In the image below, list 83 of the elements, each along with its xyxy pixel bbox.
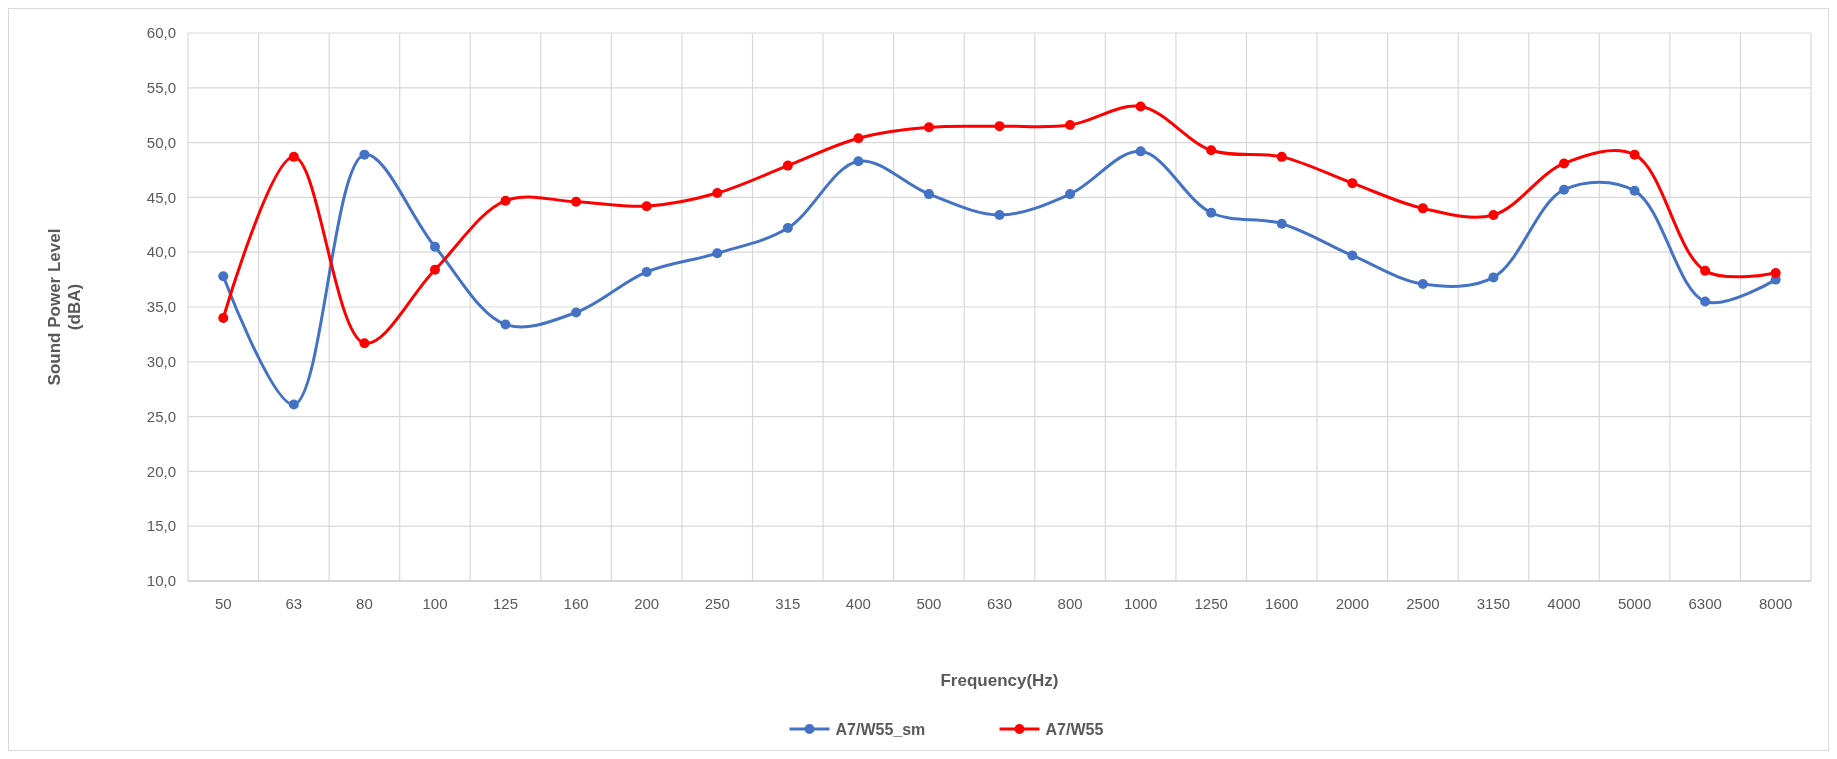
y-tick-label: 40,0	[146, 243, 176, 261]
x-tick-label: 3150	[1476, 595, 1511, 612]
y-tick-label: 60,0	[146, 24, 176, 42]
point	[1206, 145, 1217, 156]
x-tick-label: 250	[704, 595, 730, 612]
point	[923, 122, 934, 133]
point	[853, 133, 864, 144]
x-tick-label: 63	[285, 595, 303, 612]
point	[359, 149, 370, 160]
point	[782, 160, 793, 171]
point	[218, 271, 229, 282]
point	[359, 338, 370, 349]
point	[429, 264, 440, 275]
point	[1700, 296, 1711, 307]
point	[1488, 272, 1499, 283]
point	[1629, 185, 1640, 196]
point	[1559, 184, 1570, 195]
y-tick-label: 30,0	[146, 353, 176, 371]
y-tick-label: 20,0	[146, 462, 176, 480]
point	[1276, 218, 1287, 229]
point	[1135, 146, 1146, 157]
point	[571, 196, 582, 207]
point	[1206, 207, 1217, 218]
point	[1488, 209, 1499, 220]
x-tick-label: 125	[493, 595, 519, 612]
point	[1065, 189, 1076, 200]
x-tick-label: 100	[422, 595, 448, 612]
y-tick-label: 55,0	[146, 79, 176, 97]
x-tick-label: 6300	[1688, 595, 1722, 612]
point	[1559, 158, 1570, 169]
x-tick-label: 400	[845, 595, 871, 612]
point	[1347, 178, 1358, 189]
y-tick-label: 35,0	[146, 298, 176, 316]
point	[500, 319, 511, 330]
point	[782, 223, 793, 234]
point	[1276, 151, 1287, 162]
y-tick-label: 10,0	[146, 572, 176, 590]
point	[853, 156, 864, 167]
x-tick-label: 160	[563, 595, 589, 612]
legend-label: A7/W55	[1045, 720, 1104, 738]
x-tick-label: 80	[356, 595, 373, 612]
point	[1417, 278, 1428, 289]
point	[571, 307, 582, 318]
point	[1347, 250, 1358, 261]
point	[1770, 268, 1781, 279]
point	[429, 241, 440, 252]
y-axis-title: Sound Power Level (dBA)	[44, 228, 85, 386]
x-tick-label: 5000	[1617, 595, 1652, 612]
x-tick-label: 1250	[1194, 595, 1228, 612]
y-tick-label: 15,0	[146, 517, 176, 535]
point	[712, 188, 723, 199]
point	[1700, 265, 1711, 276]
x-tick-label: 630	[986, 595, 1013, 612]
point	[994, 121, 1005, 132]
point	[641, 201, 652, 212]
point	[1135, 101, 1146, 112]
point	[288, 399, 299, 410]
point	[218, 312, 229, 323]
x-tick-label: 1600	[1265, 595, 1299, 612]
x-tick-label: 315	[775, 595, 801, 612]
x-tick-label: 2500	[1406, 595, 1440, 612]
point	[994, 209, 1005, 220]
y-tick-label: 50,0	[146, 133, 176, 151]
y-tick-label: 25,0	[146, 407, 176, 425]
point	[1417, 203, 1428, 214]
x-tick-label: 8000	[1759, 595, 1793, 612]
point	[1629, 149, 1640, 160]
x-tick-label: 200	[634, 595, 660, 612]
x-axis-title: Frequency(Hz)	[940, 671, 1059, 690]
point	[500, 195, 511, 206]
point	[641, 266, 652, 277]
x-tick-label: 500	[916, 595, 942, 612]
x-tick-label: 50	[214, 595, 232, 612]
point	[712, 248, 723, 259]
point	[288, 151, 299, 162]
x-tick-label: 1000	[1123, 595, 1158, 612]
x-tick-label: 800	[1057, 595, 1083, 612]
x-tick-label: 4000	[1547, 595, 1581, 612]
y-tick-label: 45,0	[146, 188, 176, 206]
x-tick-label: 2000	[1335, 595, 1370, 612]
point	[1065, 120, 1076, 131]
legend-label: A7/W55_sm	[835, 720, 926, 738]
point	[923, 189, 934, 200]
